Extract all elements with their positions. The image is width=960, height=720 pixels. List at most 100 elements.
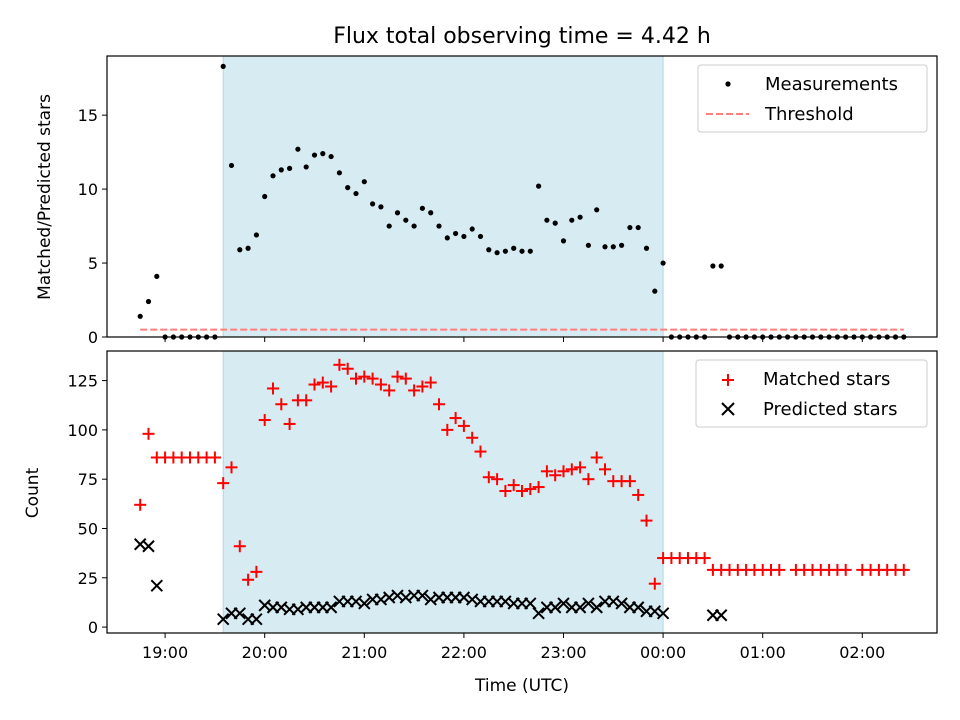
matched-stars-point — [599, 463, 611, 476]
matched-stars-point — [449, 412, 462, 425]
matched-stars-point — [516, 485, 528, 498]
measurements-point — [336, 170, 342, 176]
predicted-stars-point — [532, 607, 545, 620]
top-legend: Measurements Threshold — [697, 64, 928, 133]
top-panel-frame — [106, 55, 938, 338]
matched-stars-point — [217, 477, 230, 490]
measurements-point — [154, 273, 160, 279]
matched-stars-point — [358, 370, 371, 383]
matched-stars-point — [524, 483, 537, 496]
matched-stars-point — [499, 485, 512, 498]
measurements-point — [469, 226, 475, 232]
measurements-point — [569, 217, 575, 223]
matched-stars-point — [233, 540, 246, 553]
matched-stars-point — [549, 469, 562, 482]
legend-threshold-label: Threshold — [764, 104, 854, 125]
bottom-y-axis-label: Count — [23, 467, 43, 518]
matched-stars-point — [316, 376, 329, 389]
x-tick-label: 19:00 — [142, 643, 188, 662]
measurements-point — [477, 233, 484, 240]
matched-stars-point — [300, 394, 313, 407]
matched-stars-point — [242, 573, 255, 586]
bottom-panel-y-ticks: 0 25 50 75 100 125 — [67, 372, 107, 637]
matched-stars-point — [582, 473, 595, 486]
top-panel-x-ticks — [164, 337, 863, 342]
x-tick-label: 20:00 — [242, 643, 288, 662]
predicted-stars-point — [548, 601, 562, 614]
predicted-stars-point — [250, 612, 263, 626]
measurements-point — [619, 242, 625, 248]
measurements-point — [527, 248, 533, 254]
predicted-stars-point — [590, 601, 603, 614]
measurements-point — [287, 165, 293, 171]
legend-predicted-marker — [721, 402, 735, 416]
measurements-point — [328, 153, 334, 160]
legend-matched-label: Matched stars — [763, 369, 890, 390]
predicted-stars-point — [150, 579, 164, 592]
matched-stars-point — [632, 488, 645, 501]
measurements-point — [353, 190, 359, 197]
matched-stars-point — [350, 372, 362, 385]
legend-measurements-marker — [725, 81, 731, 87]
measurements-point — [461, 233, 467, 240]
measurements-point — [253, 232, 259, 238]
x-axis-label: Time (UTC) — [474, 676, 569, 696]
measurements-point — [502, 248, 508, 254]
matched-stars-point — [623, 475, 636, 488]
predicted-stars-point — [233, 607, 247, 620]
matched-stars-point — [142, 427, 155, 440]
predicted-stars-point — [524, 597, 537, 610]
y-tick-label: 15 — [78, 106, 98, 125]
matched-stars-point — [416, 380, 429, 393]
measurements-point — [419, 205, 425, 211]
predicted-stars-point — [615, 597, 628, 610]
matched-stars-point — [333, 358, 346, 371]
measurements-point — [519, 248, 525, 254]
predicted-stars-point — [573, 601, 587, 614]
bottom-legend: Matched stars Predicted stars — [695, 359, 928, 428]
matched-stars-point — [574, 461, 587, 474]
matched-stars-point — [391, 370, 404, 383]
matched-stars-point — [648, 577, 661, 590]
measurements-point — [345, 185, 351, 191]
measurements-point — [228, 162, 235, 169]
predicted-stars-point — [416, 589, 429, 602]
y-tick-label: 25 — [78, 569, 98, 588]
measurements-point — [262, 193, 268, 200]
measurements-point — [552, 220, 558, 226]
measurements-point — [320, 151, 326, 157]
top-legend-frame — [697, 64, 928, 133]
measurements-point — [718, 263, 724, 269]
matched-stars-point — [383, 384, 396, 397]
observing-span-bottom — [223, 351, 664, 633]
measurements-point — [237, 247, 243, 253]
predicted-stars-point — [557, 597, 570, 610]
matched-stars-point — [208, 451, 221, 464]
y-tick-label: 100 — [67, 421, 98, 440]
measurements-point — [386, 223, 392, 229]
x-tick-label: 21:00 — [341, 643, 387, 662]
matched-stars-point — [491, 473, 504, 486]
x-tick-label: 02:00 — [839, 643, 885, 662]
y-tick-label: 75 — [78, 470, 98, 489]
measurements-point — [610, 244, 616, 250]
matched-stars-point — [134, 498, 147, 511]
predicted-stars-point — [582, 597, 595, 610]
legend-measurements-label: Measurements — [765, 74, 898, 95]
measurements-point — [602, 244, 608, 250]
bottom-panel: 0 25 50 75 100 125 19:00 20:00 21:00 22:00 23:00 0… — [23, 350, 938, 696]
measurements-point — [245, 245, 251, 251]
y-tick-label: 0 — [88, 328, 98, 347]
matched-stars-point — [250, 565, 263, 578]
predicted-stars-point — [324, 601, 338, 614]
predicted-stars-point — [631, 601, 645, 614]
measurements-point — [652, 288, 658, 294]
measurements-point — [303, 164, 309, 170]
top-panel-y-ticks: 0 5 10 15 — [78, 106, 107, 347]
measurements-point — [560, 238, 567, 244]
measurements-point — [378, 204, 384, 210]
y-tick-label: 50 — [78, 519, 98, 538]
bottom-panel-x-ticks: 19:00 20:00 21:00 22:00 23:00 00:00 01:00 02:00 — [142, 633, 885, 662]
matched-stars-point — [408, 384, 421, 397]
